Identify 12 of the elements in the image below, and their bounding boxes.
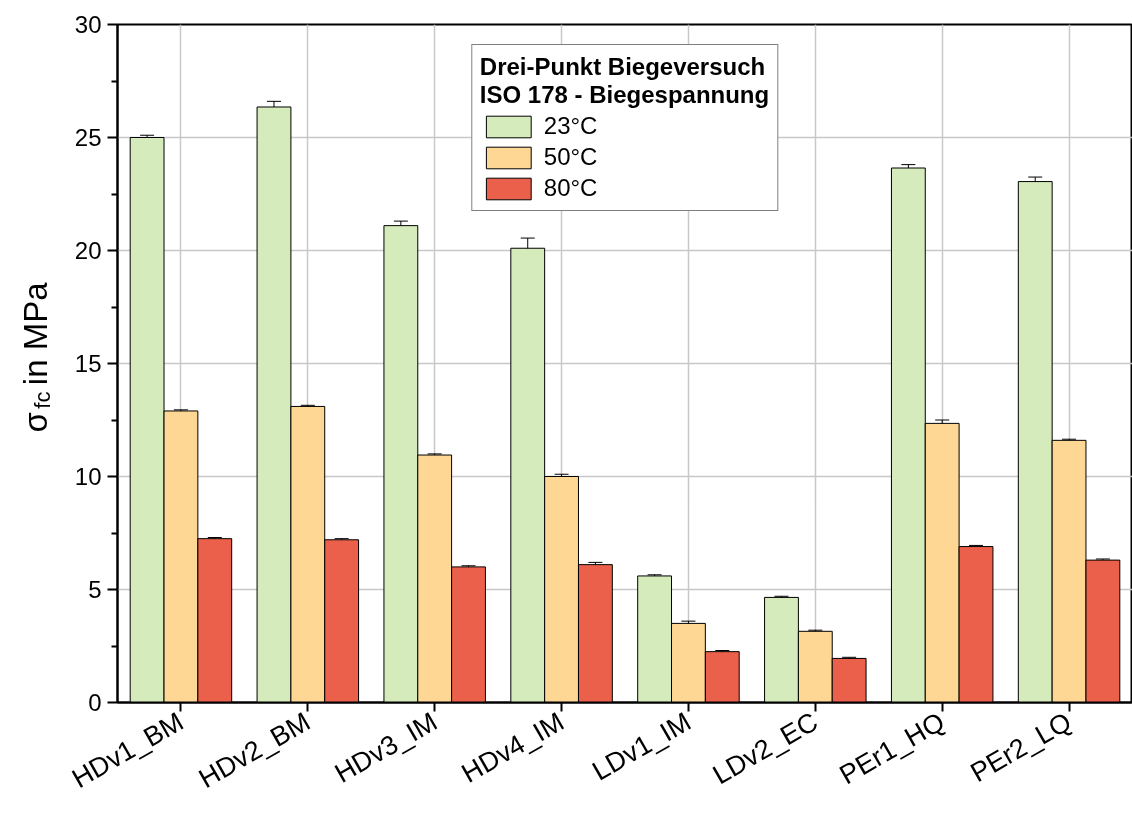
y-axis-title: σfc in MPa [17,281,56,433]
legend-label: 80°C [543,174,598,202]
legend-label: 50°C [543,143,598,171]
y-tick-label: 25 [74,124,102,151]
y-tick-label: 30 [74,11,102,38]
legend-title: Drei-Punkt Biegeversuch ISO 178 - Biegespannung [479,53,770,109]
y-tick-label: 5 [88,576,102,603]
legend-label: 23°C [543,112,598,140]
y-tick-label: 15 [74,350,102,377]
y-tick-label: 0 [88,689,102,716]
y-tick-label: 20 [74,237,102,264]
y-tick-label: 10 [74,463,102,490]
